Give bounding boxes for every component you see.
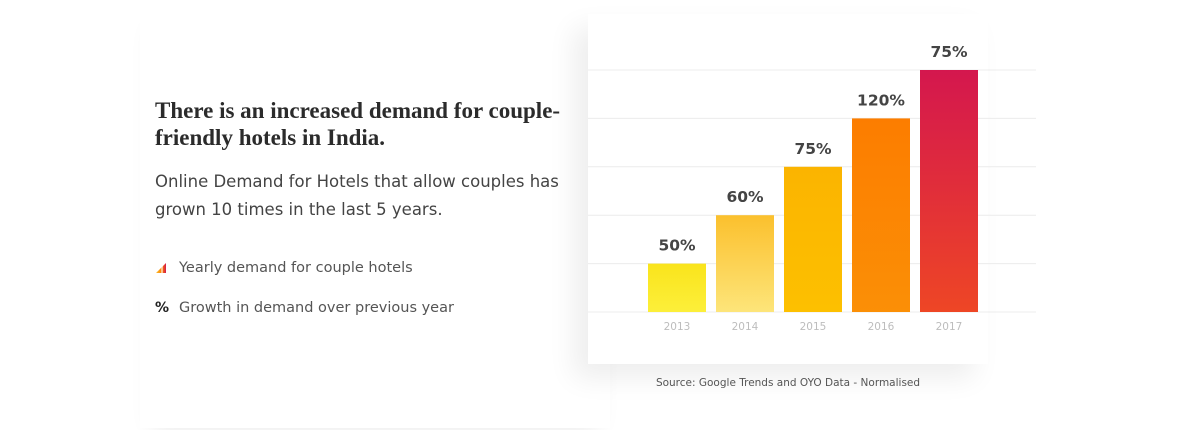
text-panel	[140, 0, 610, 428]
x-tick-label: 2013	[664, 321, 691, 333]
data-label: 120%	[857, 91, 905, 109]
source-note: Source: Google Trends and OYO Data - Nor…	[655, 377, 921, 389]
data-label: 50%	[658, 237, 696, 255]
bar-chart-icon	[156, 263, 166, 273]
bar-2013	[648, 263, 706, 312]
x-tick-label: 2015	[800, 321, 827, 333]
x-tick-label: 2016	[868, 321, 895, 333]
legend-yearly-label: Yearly demand for couple hotels	[179, 260, 413, 276]
data-label: 75%	[794, 140, 832, 158]
percent-icon: %	[155, 300, 170, 316]
bar-2015	[784, 166, 842, 312]
x-tick-label: 2014	[732, 321, 759, 333]
data-label: 75%	[930, 43, 968, 61]
bar-2016	[852, 118, 910, 313]
x-tick-label: 2017	[936, 321, 963, 333]
bar-chart: 50% 2013 60% 2014 75% 2015 120% 2016 75% 2017	[588, 43, 1036, 333]
legend-growth-label: Growth in demand over previous year	[179, 300, 454, 316]
subtext: Online Demand for Hotels that allow coup…	[155, 172, 559, 219]
data-label: 60%	[726, 188, 764, 206]
legend-growth: % Growth in demand over previous year	[155, 298, 454, 318]
bar-2017	[920, 70, 978, 312]
bar-2014	[716, 215, 774, 312]
legend-yearly: Yearly demand for couple hotels	[155, 258, 413, 278]
headline: There is an increased demand for couple-…	[155, 98, 561, 150]
